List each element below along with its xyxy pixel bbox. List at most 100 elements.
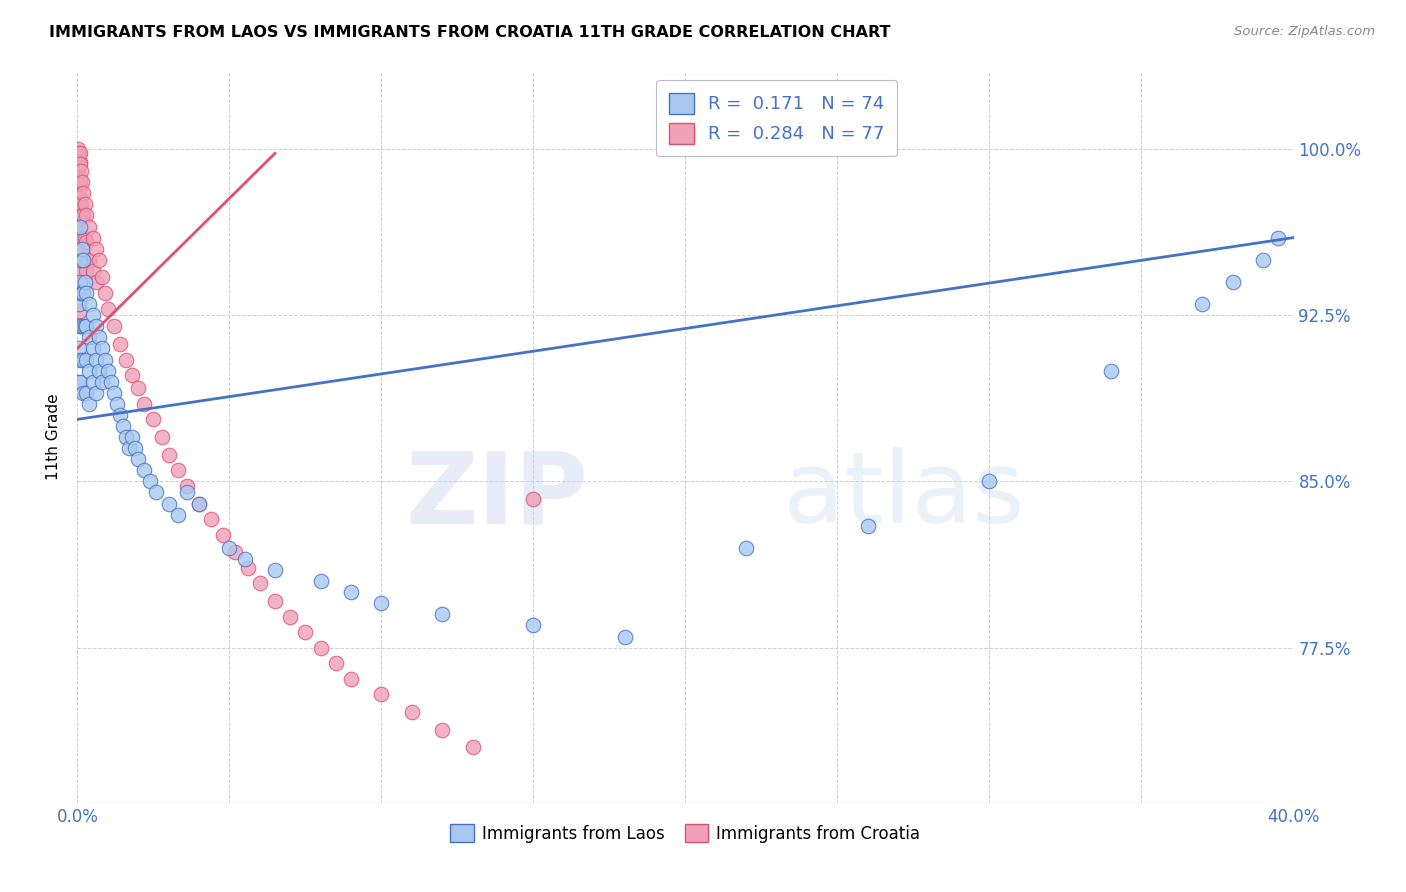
Point [70,197,93,211]
Text: ZIP: ZIP [405,447,588,544]
Point [70,175,93,189]
Point [67,169,90,183]
Point [103,385,125,400]
Point [188,497,211,511]
Point [340,585,363,599]
Point [79,397,101,411]
Point [236,561,259,575]
Point [118,441,141,455]
Point [69,285,91,300]
Point [69,319,91,334]
Point [72,252,94,267]
Point [430,723,453,737]
Point [67,248,90,262]
Point [69,155,91,169]
Point [67,157,90,171]
Point [90,270,112,285]
Point [72,285,94,300]
Point [134,463,156,477]
Point [69,157,91,171]
Point [84,275,107,289]
Point [176,485,198,500]
Point [69,352,91,367]
Point [67,191,90,205]
Point [522,618,544,632]
Point [82,375,104,389]
Text: atlas: atlas [783,447,1025,544]
Point [108,337,131,351]
Point [735,541,758,555]
Point [72,252,94,267]
Point [79,219,101,234]
Point [67,146,90,161]
Point [224,545,246,559]
Point [69,264,91,278]
Point [67,197,90,211]
Point [325,656,347,670]
Point [157,497,180,511]
Point [73,275,96,289]
Point [82,230,104,244]
Point [200,512,222,526]
Point [87,330,110,344]
Point [613,630,636,644]
Point [1267,230,1289,244]
Point [127,381,149,395]
Point [176,479,198,493]
Point [309,574,332,589]
Point [249,576,271,591]
Point [127,452,149,467]
Point [69,284,91,298]
Point [69,146,91,161]
Point [79,252,101,267]
Point [67,297,90,311]
Point [97,363,120,377]
Point [401,705,423,719]
Point [70,242,93,256]
Point [69,319,91,334]
Point [979,475,1001,489]
Point [67,182,90,196]
Point [69,191,91,205]
Point [139,475,162,489]
Point [67,375,90,389]
Text: Source: ZipAtlas.com: Source: ZipAtlas.com [1234,25,1375,38]
Point [100,375,122,389]
Point [69,197,91,211]
Point [72,186,94,201]
Point [264,594,287,608]
Point [188,497,211,511]
Point [233,552,256,566]
Point [370,687,392,701]
Point [69,173,91,187]
Point [105,397,128,411]
Point [79,330,101,344]
Point [70,209,93,223]
Point [430,607,453,622]
Point [79,363,101,377]
Point [73,319,96,334]
Point [69,303,91,318]
Point [72,209,94,223]
Point [115,430,138,444]
Point [75,209,97,223]
Point [69,375,91,389]
Point [340,672,363,686]
Text: IMMIGRANTS FROM LAOS VS IMMIGRANTS FROM CROATIA 11TH GRADE CORRELATION CHART: IMMIGRANTS FROM LAOS VS IMMIGRANTS FROM … [49,25,891,40]
Point [75,264,97,278]
Point [75,285,97,300]
Point [87,252,110,267]
Point [79,297,101,311]
Y-axis label: 11th Grade: 11th Grade [46,393,62,481]
Point [121,368,143,382]
Point [69,252,91,267]
Point [75,235,97,249]
Point [97,301,120,316]
Point [1251,252,1274,267]
Point [264,563,287,577]
Point [73,197,96,211]
Point [1222,275,1244,289]
Point [124,441,146,455]
Point [73,230,96,244]
Point [856,518,879,533]
